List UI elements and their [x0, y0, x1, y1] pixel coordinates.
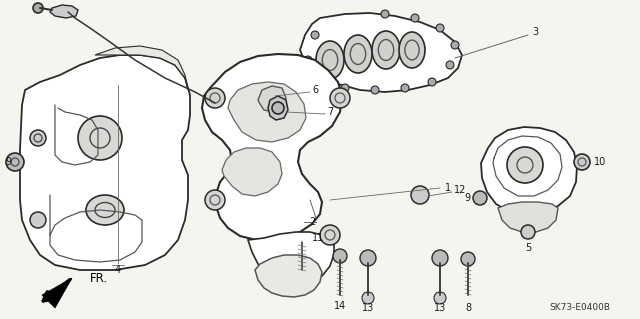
Circle shape: [473, 191, 487, 205]
Polygon shape: [258, 86, 286, 112]
Circle shape: [320, 225, 340, 245]
Polygon shape: [498, 202, 558, 232]
Polygon shape: [268, 96, 288, 120]
Text: 5: 5: [525, 243, 531, 253]
Ellipse shape: [316, 41, 344, 79]
Circle shape: [311, 31, 319, 39]
Ellipse shape: [344, 35, 372, 73]
Circle shape: [205, 190, 225, 210]
Circle shape: [33, 3, 43, 13]
Circle shape: [330, 88, 350, 108]
Text: 13: 13: [362, 303, 374, 313]
Circle shape: [401, 84, 409, 92]
Circle shape: [30, 212, 46, 228]
Circle shape: [436, 24, 444, 32]
Circle shape: [451, 41, 459, 49]
Circle shape: [574, 154, 590, 170]
Circle shape: [446, 61, 454, 69]
Polygon shape: [255, 255, 322, 297]
Circle shape: [428, 78, 436, 86]
Text: 8: 8: [465, 303, 471, 313]
Polygon shape: [20, 55, 190, 270]
Polygon shape: [50, 5, 78, 18]
Polygon shape: [481, 127, 577, 214]
Text: 13: 13: [434, 303, 446, 313]
Circle shape: [341, 84, 349, 92]
Text: FR.: FR.: [90, 271, 108, 285]
Text: 3: 3: [532, 27, 538, 37]
Ellipse shape: [372, 31, 400, 69]
Polygon shape: [42, 278, 72, 308]
Polygon shape: [95, 46, 188, 90]
Text: 4: 4: [115, 265, 121, 275]
Text: 2: 2: [309, 217, 315, 227]
Circle shape: [333, 249, 347, 263]
Circle shape: [461, 252, 475, 266]
Text: 7: 7: [327, 107, 333, 117]
Circle shape: [205, 88, 225, 108]
Ellipse shape: [399, 32, 425, 68]
Circle shape: [432, 250, 448, 266]
Text: 12: 12: [454, 185, 466, 195]
Text: 1: 1: [445, 183, 451, 193]
Circle shape: [304, 56, 312, 64]
Polygon shape: [228, 82, 306, 142]
Circle shape: [30, 130, 46, 146]
Polygon shape: [202, 54, 342, 240]
Circle shape: [362, 292, 374, 304]
Circle shape: [78, 116, 122, 160]
Circle shape: [411, 14, 419, 22]
Text: 10: 10: [594, 157, 606, 167]
Circle shape: [411, 186, 429, 204]
Polygon shape: [248, 232, 334, 283]
Circle shape: [434, 292, 446, 304]
Polygon shape: [300, 13, 462, 92]
Circle shape: [507, 147, 543, 183]
Text: SK73-E0400B: SK73-E0400B: [550, 303, 611, 313]
Text: 14: 14: [334, 301, 346, 311]
Text: 9: 9: [464, 193, 470, 203]
Circle shape: [360, 250, 376, 266]
Circle shape: [371, 86, 379, 94]
Text: 9: 9: [5, 157, 11, 167]
Ellipse shape: [86, 195, 124, 225]
Circle shape: [272, 102, 284, 114]
Circle shape: [6, 153, 24, 171]
Circle shape: [521, 225, 535, 239]
Polygon shape: [222, 148, 282, 196]
Text: 11: 11: [312, 233, 324, 243]
Circle shape: [381, 10, 389, 18]
Text: 6: 6: [312, 85, 318, 95]
Circle shape: [316, 76, 324, 84]
